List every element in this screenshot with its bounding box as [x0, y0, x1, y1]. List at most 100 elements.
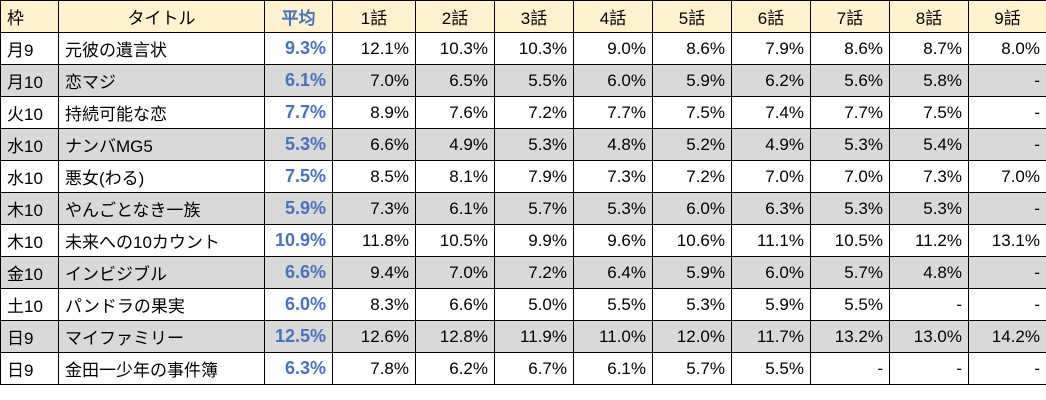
cell-episode-8: 8.7% — [889, 32, 969, 65]
header-title: タイトル — [58, 0, 265, 33]
cell-average: 5.9% — [264, 192, 333, 225]
cell-episode-9: - — [968, 256, 1046, 289]
cell-episode-5: 5.3% — [652, 288, 732, 321]
cell-episode-5: 5.7% — [652, 352, 732, 385]
cell-average: 6.0% — [264, 288, 333, 321]
cell-episode-1: 12.6% — [332, 320, 416, 353]
cell-frame: 日9 — [0, 352, 59, 385]
cell-title: 悪女(わる) — [58, 160, 265, 193]
cell-episode-3: 7.9% — [494, 160, 574, 193]
header-average: 平均 — [264, 0, 333, 33]
table-row: 日9 マイファミリー 12.5% 12.6% 12.8% 11.9% 11.0% 12.0% 1… — [0, 320, 1046, 353]
header-episode-7: 7話 — [810, 0, 890, 33]
cell-episode-6: 6.2% — [731, 64, 811, 97]
cell-episode-7: - — [810, 352, 890, 385]
header-episode-9: 9話 — [968, 0, 1046, 33]
cell-title: 持続可能な恋 — [58, 96, 265, 129]
cell-episode-9: - — [968, 192, 1046, 225]
cell-episode-8: 7.3% — [889, 160, 969, 193]
cell-title: やんごとなき一族 — [58, 192, 265, 225]
cell-episode-9: - — [968, 96, 1046, 129]
cell-episode-1: 9.4% — [332, 256, 416, 289]
cell-episode-7: 7.7% — [810, 96, 890, 129]
cell-episode-4: 7.7% — [573, 96, 653, 129]
cell-frame: 土10 — [0, 288, 59, 321]
cell-average: 9.3% — [264, 32, 333, 65]
cell-episode-5: 7.5% — [652, 96, 732, 129]
cell-average: 12.5% — [264, 320, 333, 353]
cell-episode-7: 5.7% — [810, 256, 890, 289]
cell-episode-6: 4.9% — [731, 128, 811, 161]
cell-episode-9: 7.0% — [968, 160, 1046, 193]
cell-episode-2: 7.0% — [415, 256, 495, 289]
cell-episode-5: 5.2% — [652, 128, 732, 161]
cell-frame: 木10 — [0, 192, 59, 225]
cell-episode-4: 5.5% — [573, 288, 653, 321]
cell-episode-8: 5.3% — [889, 192, 969, 225]
cell-episode-7: 5.5% — [810, 288, 890, 321]
cell-episode-3: 7.2% — [494, 96, 574, 129]
cell-episode-3: 11.9% — [494, 320, 574, 353]
cell-episode-8: 7.5% — [889, 96, 969, 129]
cell-episode-2: 6.5% — [415, 64, 495, 97]
table-row: 水10 悪女(わる) 7.5% 8.5% 8.1% 7.9% 7.3% 7.2% 7.0% 7.0… — [0, 160, 1046, 193]
cell-average: 6.3% — [264, 352, 333, 385]
cell-episode-5: 6.0% — [652, 192, 732, 225]
cell-episode-7: 10.5% — [810, 224, 890, 257]
header-episode-1: 1話 — [332, 0, 416, 33]
table-row: 日9 金田一少年の事件簿 6.3% 7.8% 6.2% 6.7% 6.1% 5.7% 5.5% -… — [0, 352, 1046, 385]
cell-episode-7: 5.3% — [810, 192, 890, 225]
cell-episode-3: 7.2% — [494, 256, 574, 289]
cell-episode-2: 12.8% — [415, 320, 495, 353]
cell-episode-3: 5.7% — [494, 192, 574, 225]
cell-episode-8: 4.8% — [889, 256, 969, 289]
cell-episode-4: 9.6% — [573, 224, 653, 257]
ratings-table: 枠 タイトル 平均 1話 2話 3話 4話 5話 6話 7話 8話 9話 月9 元… — [0, 0, 1046, 385]
cell-episode-6: 7.9% — [731, 32, 811, 65]
header-episode-8: 8話 — [889, 0, 969, 33]
cell-episode-7: 5.6% — [810, 64, 890, 97]
table-header: 枠 タイトル 平均 1話 2話 3話 4話 5話 6話 7話 8話 9話 — [0, 0, 1046, 33]
cell-episode-2: 8.1% — [415, 160, 495, 193]
cell-episode-9: 8.0% — [968, 32, 1046, 65]
table-row: 火10 持続可能な恋 7.7% 8.9% 7.6% 7.2% 7.7% 7.5% 7.4% 7.7… — [0, 96, 1046, 129]
cell-title: パンドラの果実 — [58, 288, 265, 321]
cell-episode-8: - — [889, 352, 969, 385]
cell-episode-6: 6.0% — [731, 256, 811, 289]
cell-episode-5: 12.0% — [652, 320, 732, 353]
cell-episode-1: 7.3% — [332, 192, 416, 225]
cell-episode-9: - — [968, 64, 1046, 97]
cell-episode-3: 5.3% — [494, 128, 574, 161]
table-row: 金10 インビジブル 6.6% 9.4% 7.0% 7.2% 6.4% 5.9% 6.0% 5.7… — [0, 256, 1046, 289]
cell-episode-9: - — [968, 128, 1046, 161]
cell-frame: 水10 — [0, 160, 59, 193]
cell-episode-2: 7.6% — [415, 96, 495, 129]
cell-title: マイファミリー — [58, 320, 265, 353]
cell-episode-5: 5.9% — [652, 256, 732, 289]
cell-episode-7: 7.0% — [810, 160, 890, 193]
cell-episode-2: 6.6% — [415, 288, 495, 321]
cell-title: 元彼の遺言状 — [58, 32, 265, 65]
cell-average: 10.9% — [264, 224, 333, 257]
cell-episode-1: 12.1% — [332, 32, 416, 65]
table-row: 木10 やんごとなき一族 5.9% 7.3% 6.1% 5.7% 5.3% 6.0% 6.3% 5… — [0, 192, 1046, 225]
cell-episode-7: 5.3% — [810, 128, 890, 161]
cell-episode-3: 10.3% — [494, 32, 574, 65]
table-body: 月9 元彼の遺言状 9.3% 12.1% 10.3% 10.3% 9.0% 8.6% 7.9% 8… — [0, 32, 1046, 385]
cell-episode-9: - — [968, 288, 1046, 321]
cell-episode-5: 5.9% — [652, 64, 732, 97]
cell-episode-7: 8.6% — [810, 32, 890, 65]
table-row: 月9 元彼の遺言状 9.3% 12.1% 10.3% 10.3% 9.0% 8.6% 7.9% 8… — [0, 32, 1046, 65]
cell-episode-6: 5.9% — [731, 288, 811, 321]
cell-episode-4: 6.1% — [573, 352, 653, 385]
cell-episode-4: 4.8% — [573, 128, 653, 161]
cell-episode-5: 10.6% — [652, 224, 732, 257]
cell-episode-6: 7.0% — [731, 160, 811, 193]
cell-frame: 火10 — [0, 96, 59, 129]
cell-episode-2: 6.1% — [415, 192, 495, 225]
cell-title: 恋マジ — [58, 64, 265, 97]
cell-episode-2: 10.5% — [415, 224, 495, 257]
header-episode-5: 5話 — [652, 0, 732, 33]
table-row: 木10 未来への10カウント 10.9% 11.8% 10.5% 9.9% 9.6% 10.6… — [0, 224, 1046, 257]
cell-episode-1: 8.3% — [332, 288, 416, 321]
